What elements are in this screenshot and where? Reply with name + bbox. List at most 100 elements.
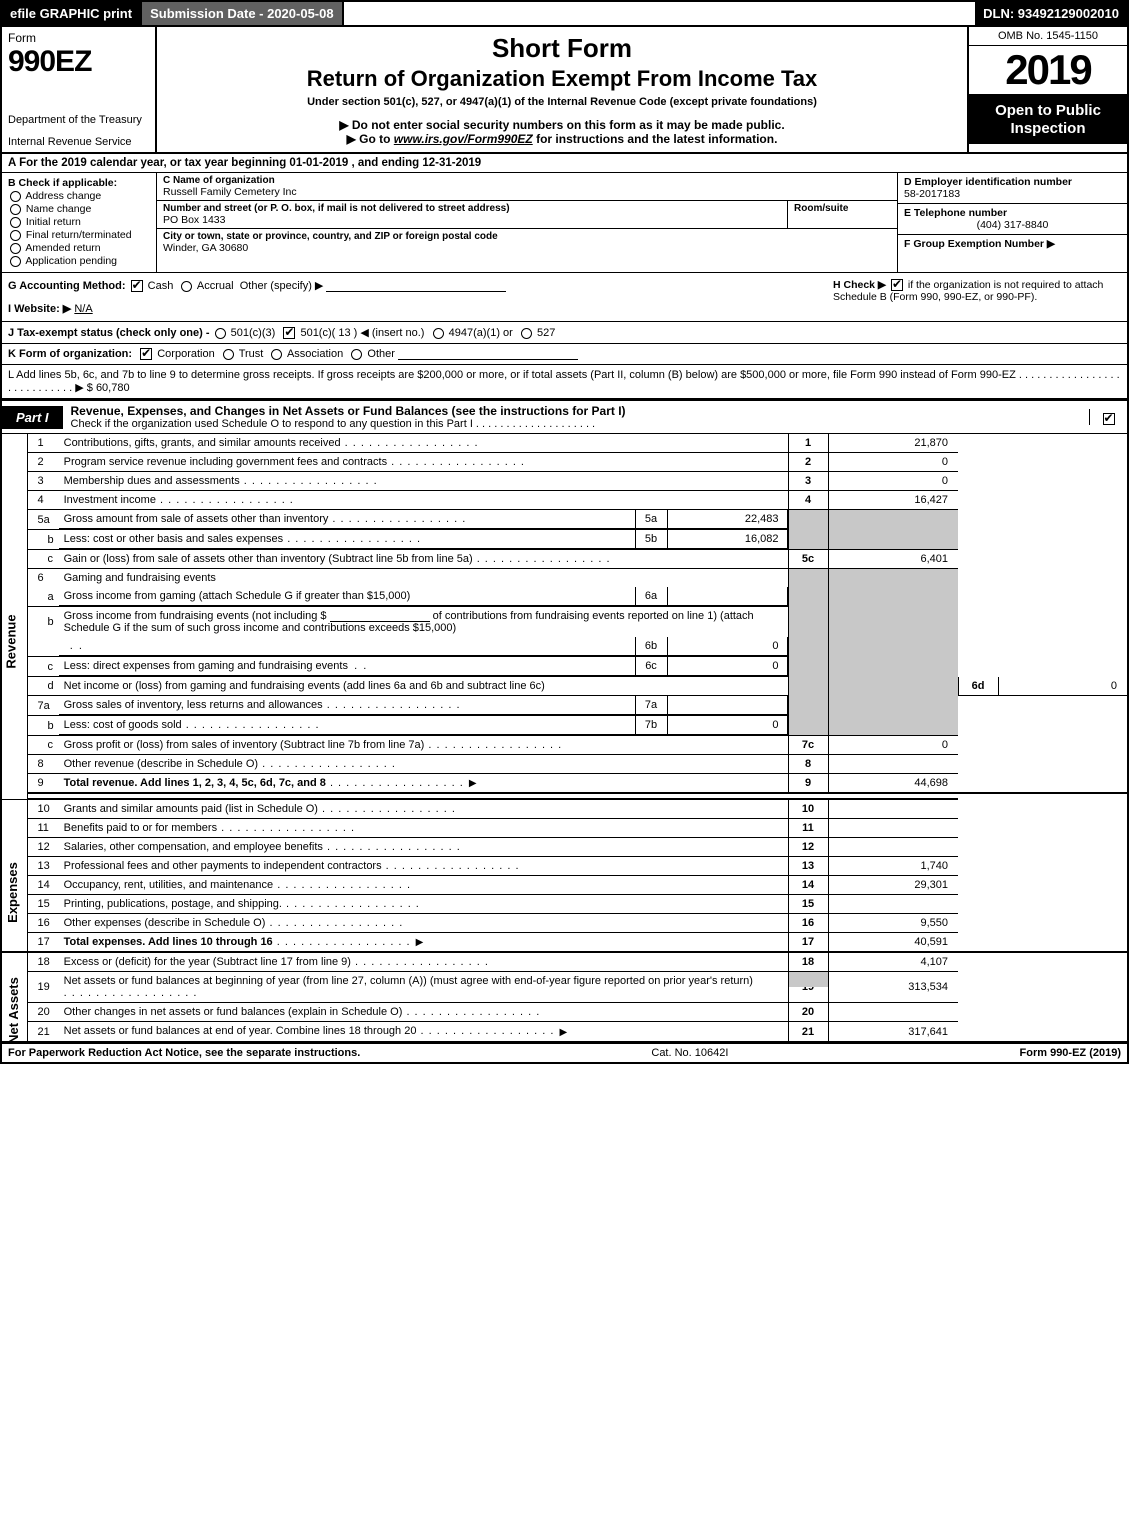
cb-trust[interactable]	[223, 349, 234, 360]
cb-4947[interactable]	[433, 328, 444, 339]
ldesc: Occupancy, rent, utilities, and maintena…	[64, 879, 274, 891]
mini-no: 6a	[635, 587, 667, 606]
org-city: Winder, GA 30680	[163, 242, 891, 254]
mini-no: 5a	[635, 510, 667, 529]
cb-association[interactable]	[271, 349, 282, 360]
col-val: 16,427	[828, 491, 958, 510]
line-7b: b Less: cost of goods sold 7b 0	[1, 716, 1128, 736]
mini-val: 0	[667, 657, 787, 676]
ldesc: Gain or (loss) from sale of assets other…	[64, 553, 473, 565]
lnum: 17	[27, 933, 59, 953]
arrow-icon	[557, 1026, 569, 1038]
lnum: 5a	[27, 510, 59, 530]
cb-amended[interactable]: Amended return	[8, 242, 150, 254]
side-net: Net Assets	[1, 952, 27, 1041]
ldesc: Membership dues and assessments	[64, 475, 240, 487]
ldesc: Gaming and fundraising events	[59, 569, 788, 588]
lnum: b	[27, 716, 59, 736]
cb-schedule-b[interactable]	[891, 279, 903, 291]
line-13: 13 Professional fees and other payments …	[1, 857, 1128, 876]
lnum: 16	[27, 914, 59, 933]
col-val: 6,401	[828, 550, 958, 569]
k-other-input[interactable]	[398, 348, 578, 360]
form-word: Form	[8, 31, 149, 45]
part1-label: Part I	[2, 406, 63, 429]
mini-no: 7a	[635, 696, 667, 715]
ldesc: Gross income from gaming (attach Schedul…	[64, 590, 411, 602]
col-val: 313,534	[828, 972, 958, 1003]
efile-label: efile GRAPHIC print	[2, 2, 140, 25]
grey-cell	[828, 569, 958, 696]
ldesc: Grants and similar amounts paid (list in…	[64, 803, 318, 815]
mini-val	[667, 696, 787, 715]
line-l: L Add lines 5b, 6c, and 7b to line 9 to …	[0, 365, 1129, 400]
ldesc: Professional fees and other payments to …	[64, 860, 382, 872]
mini-no: 6c	[635, 657, 667, 676]
col-no: 2	[788, 453, 828, 472]
j-o2: 501(c)( 13 ) ◀ (insert no.)	[300, 327, 424, 339]
part1-check	[1089, 409, 1127, 425]
line-9: 9 Total revenue. Add lines 1, 2, 3, 4, 5…	[1, 774, 1128, 794]
mini-val	[667, 587, 787, 606]
phone-value: (404) 317-8840	[904, 219, 1121, 231]
cb-cash[interactable]	[131, 280, 143, 292]
col-val: 317,641	[828, 1022, 958, 1042]
cb-other-org[interactable]	[351, 349, 362, 360]
cb-accrual[interactable]	[181, 281, 192, 292]
col-val	[828, 755, 958, 774]
col-val	[828, 838, 958, 857]
cb-final-return[interactable]: Final return/terminated	[8, 229, 150, 241]
grey-cell	[828, 510, 958, 550]
col-val: 44,698	[828, 774, 958, 794]
line-h: H Check ▶ if the organization is not req…	[827, 273, 1127, 321]
goto-pre: ▶ Go to	[347, 132, 394, 146]
ldesc: Other changes in net assets or fund bala…	[64, 1006, 403, 1018]
mini-no: 5b	[635, 530, 667, 549]
ldesc: Less: cost or other basis and sales expe…	[64, 533, 284, 545]
lnum: 15	[27, 895, 59, 914]
lnum: 4	[27, 491, 59, 510]
lnum: 18	[27, 952, 59, 972]
col-val: 29,301	[828, 876, 958, 895]
mini-val: 0	[667, 716, 787, 735]
footer-right: Form 990-EZ (2019)	[1020, 1047, 1121, 1059]
info-block: B Check if applicable: Address change Na…	[0, 173, 1129, 273]
cb-initial-return[interactable]: Initial return	[8, 216, 150, 228]
line-6c: c Less: direct expenses from gaming and …	[1, 657, 1128, 677]
cb-schedule-o[interactable]	[1103, 413, 1115, 425]
line-17: 17 Total expenses. Add lines 10 through …	[1, 933, 1128, 953]
org-address: PO Box 1433	[163, 214, 781, 226]
line-7a: 7a Gross sales of inventory, less return…	[1, 696, 1128, 716]
cb-name-change[interactable]: Name change	[8, 203, 150, 215]
footer-left: For Paperwork Reduction Act Notice, see …	[8, 1047, 360, 1059]
lines-table: Revenue 1 Contributions, gifts, grants, …	[0, 434, 1129, 1042]
col-no: 10	[788, 799, 828, 819]
cb-pending[interactable]: Application pending	[8, 255, 150, 267]
cb-501c[interactable]	[283, 327, 295, 339]
mini-no: 6b	[635, 637, 667, 656]
subtitle: Under section 501(c), 527, or 4947(a)(1)…	[167, 96, 957, 108]
cb-label: Amended return	[25, 242, 100, 254]
line-15: 15 Printing, publications, postage, and …	[1, 895, 1128, 914]
lnum: 2	[27, 453, 59, 472]
line-20: 20 Other changes in net assets or fund b…	[1, 1003, 1128, 1022]
lnum: c	[27, 657, 59, 677]
cb-corporation[interactable]	[140, 348, 152, 360]
cb-address-change[interactable]: Address change	[8, 190, 150, 202]
mini-val: 0	[667, 637, 787, 656]
lnum: 1	[27, 434, 59, 453]
irs-link[interactable]: www.irs.gov/Form990EZ	[394, 132, 533, 146]
cb-527[interactable]	[521, 328, 532, 339]
ldesc: Less: cost of goods sold	[64, 719, 182, 731]
fundraising-amount-input[interactable]	[330, 610, 430, 622]
part1-title: Revenue, Expenses, and Changes in Net As…	[71, 404, 626, 418]
line-8: 8 Other revenue (describe in Schedule O)…	[1, 755, 1128, 774]
ein-value: 58-2017183	[904, 188, 1121, 200]
ldesc: Less: direct expenses from gaming and fu…	[64, 660, 348, 672]
e-phone-label: E Telephone number	[904, 207, 1121, 219]
l-text: L Add lines 5b, 6c, and 7b to line 9 to …	[8, 369, 1120, 394]
col-no: 9	[788, 774, 828, 794]
cb-501c3[interactable]	[215, 328, 226, 339]
g-other-input[interactable]	[326, 280, 506, 292]
ldesc: Investment income	[64, 494, 156, 506]
